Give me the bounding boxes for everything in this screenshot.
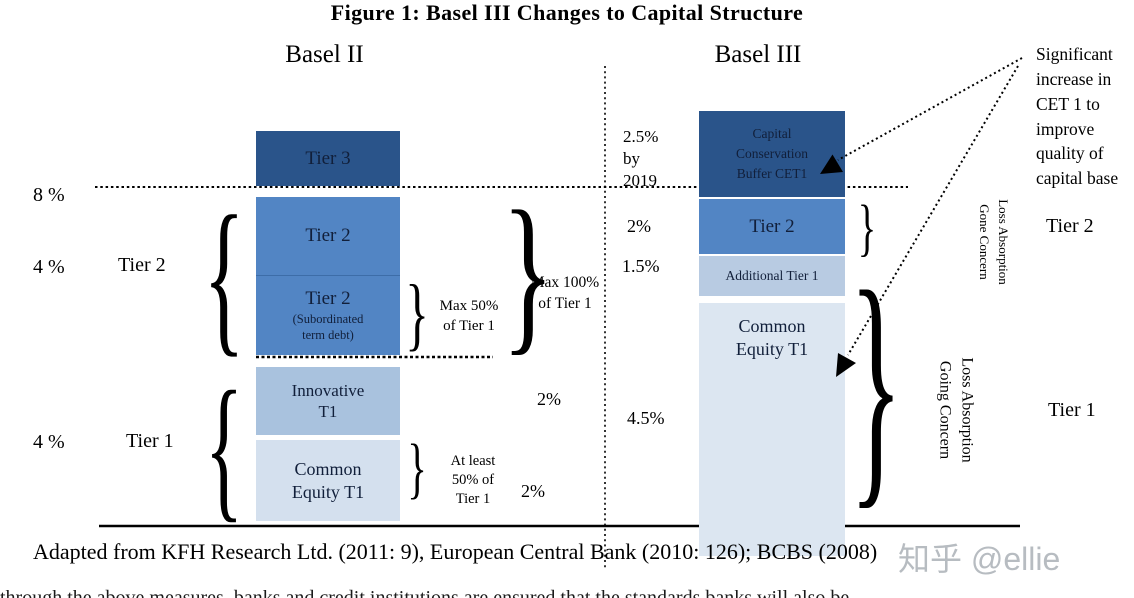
watermark: 知乎 @ellie [898,541,1061,577]
max100-brace: } [501,175,555,371]
innovative-2pct-label: 2% [537,389,561,409]
basel2-header: Basel II [285,41,364,68]
basel2-4pct-tier2-label: 4 % [33,256,65,278]
basel3-additional-t1-label: Additional Tier 1 [725,267,819,283]
basel2-tier1-brace: { [204,357,244,536]
basel3-cet1-pct-label: 4.5% [627,408,665,428]
common-2pct-label: 2% [521,481,545,501]
basel3-tier1-brace: } [849,238,903,531]
arrow-to-ccb-line [837,57,1023,161]
basel3-additional-t1-box: Additional Tier 1 [699,256,845,296]
basel3-ccb-box: Capital Conservation Buffer CET1 [699,111,845,197]
figure-title: Figure 1: Basel III Changes to Capital S… [330,0,804,25]
basel3-ccb-pct-label: 2.5% by 2019 [623,127,659,191]
basel2-tier2-lower-sublabel: (Subordinated term debt) [292,311,364,343]
basel2-tier2-upper-box: Tier 2 [256,197,400,275]
atleast50-annotation: At least 50% of Tier 1 [450,453,496,507]
basel2-common-equity-box: Common Equity T1 [256,440,400,521]
basel2-tier2-lower-box: Tier 2 (Subordinated term debt) [256,275,400,355]
max50-brace: } [405,267,429,359]
loss-absorption-gone-concern-label: Loss Absorption Gone Concern [977,199,1011,285]
basel2-innovative-label: Innovative T1 [291,380,365,421]
basel2-tier1-side-label: Tier 1 [126,430,174,452]
basel2-common-equity-label: Common Equity T1 [291,459,365,502]
basel2-8pct-label: 8 % [33,184,65,206]
basel2-tier2-side-label: Tier 2 [118,254,166,276]
cet1-increase-note: Significant increase in CET 1 to improve… [1036,44,1119,189]
atleast50-brace: } [407,429,427,506]
basel3-common-equity-box: Common Equity T1 [699,303,845,556]
basel2-tier3-box: Tier 3 [256,131,400,186]
basel2-tier2-lower-label: Tier 2 [305,287,351,309]
clipped-body-text: through the above measures, banks and cr… [0,587,850,598]
basel2-4pct-tier1-label: 4 % [33,431,65,453]
basel2-tier3-label: Tier 3 [305,147,351,169]
basel2-innovative-box: Innovative T1 [256,367,400,435]
figure-caption: Adapted from KFH Research Ltd. (2011: 9)… [33,539,878,564]
basel3-tier2-pct-label: 2% [627,216,651,236]
basel3-tier2-box: Tier 2 [699,199,845,254]
basel3-header: Basel III [714,41,802,68]
basel3-ccb-label: Capital Conservation Buffer CET1 [736,125,808,182]
basel3-tier1-right-label: Tier 1 [1048,399,1096,421]
basel3-common-equity-label: Common Equity T1 [735,316,809,359]
max100-annotation: Max 100% of Tier 1 [530,274,600,312]
basel3-at1-pct-label: 1.5% [622,256,660,276]
basel2-tier2-upper-label: Tier 2 [305,225,351,247]
loss-absorption-going-concern-label: Loss Absorption Going Concern [937,357,976,463]
basel2-tier2-brace: { [203,181,245,372]
basel3-tier2-label: Tier 2 [749,215,795,237]
max50-annotation: Max 50% of Tier 1 [439,298,499,335]
basel3-tier2-right-label: Tier 2 [1046,215,1094,237]
